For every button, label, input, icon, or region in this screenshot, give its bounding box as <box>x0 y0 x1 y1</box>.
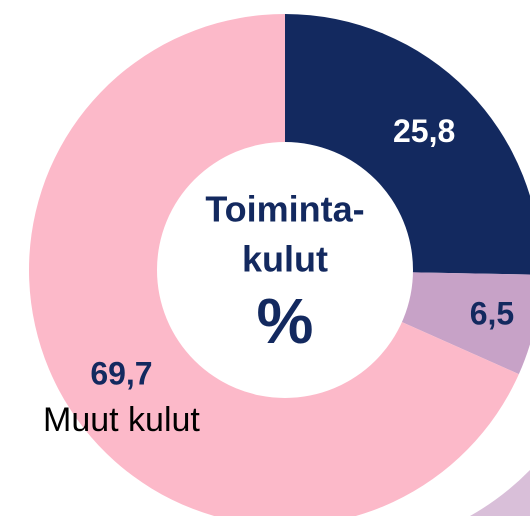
center-text: kulut <box>242 239 328 280</box>
value-label: 6,5 <box>470 295 514 331</box>
background-ring <box>470 470 530 516</box>
value-label: 25,8 <box>393 113 455 149</box>
value-label: 69,7 <box>90 356 152 392</box>
donut-hole <box>157 142 413 398</box>
category-label: Muut kulut <box>43 401 200 439</box>
center-unit: % <box>257 285 314 357</box>
center-text: Toiminta- <box>205 189 364 230</box>
